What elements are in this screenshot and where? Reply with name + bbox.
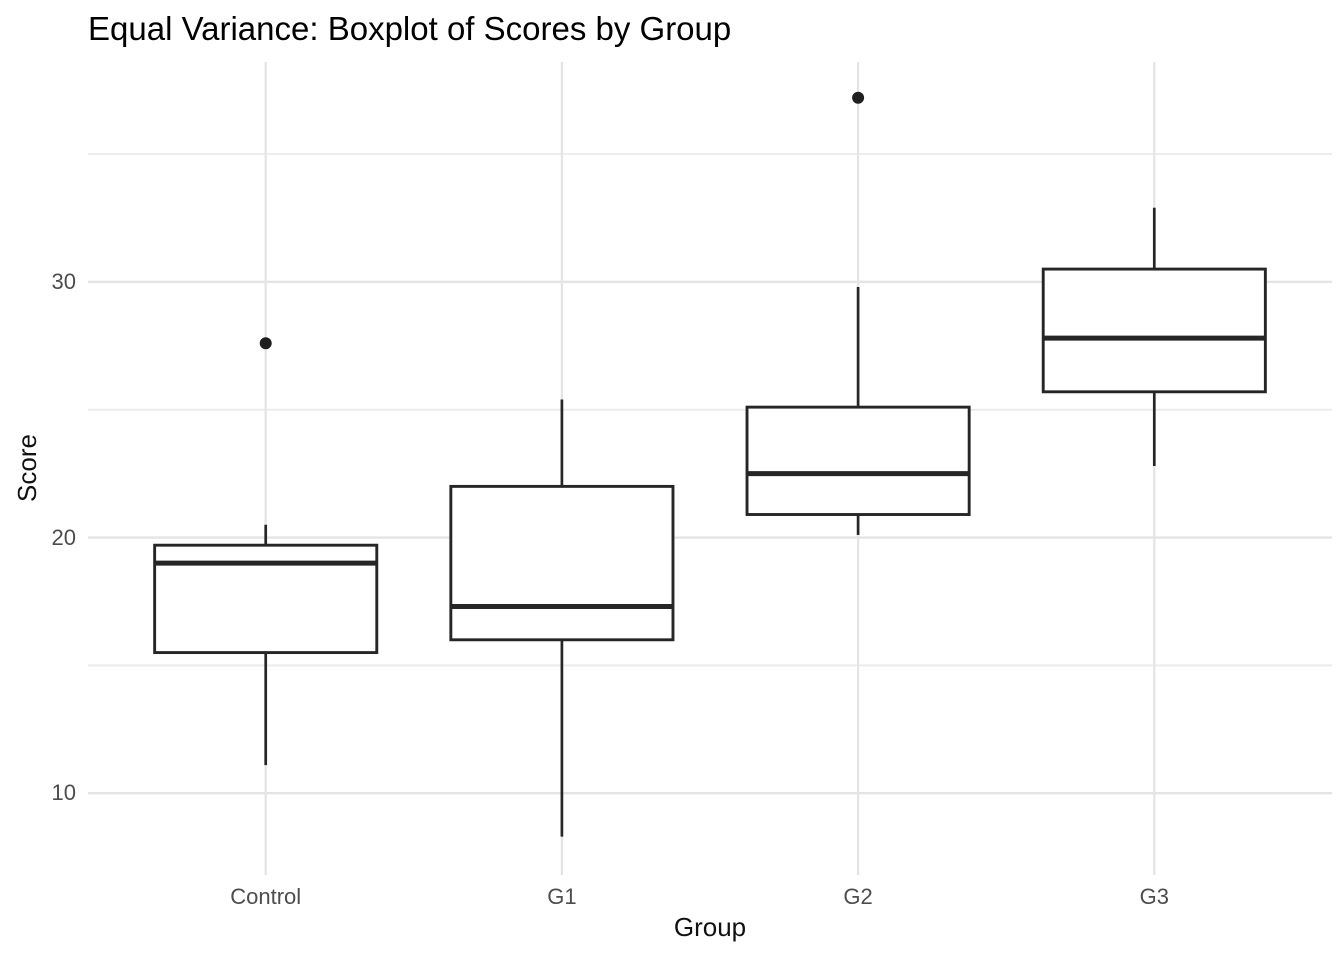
x-axis-title: Group: [673, 912, 747, 942]
boxplot-canvas: [88, 62, 1332, 875]
x-tick-label: G2: [843, 884, 873, 909]
y-tick-label: 30: [51, 268, 76, 294]
outlier-point: [852, 91, 865, 104]
x-tick-label: G1: [547, 884, 577, 909]
x-tick-label: G3: [1139, 884, 1169, 909]
plot-panel: [88, 62, 1332, 875]
boxplot-box: [1041, 267, 1267, 394]
y-axis-title: Score: [12, 434, 42, 502]
y-tick-label: 20: [51, 524, 76, 550]
boxplot-box: [449, 484, 675, 642]
chart-title: Equal Variance: Boxplot of Scores by Gro…: [88, 10, 732, 47]
outlier-point: [259, 337, 272, 350]
x-tick-label: Control: [230, 884, 302, 909]
boxplot-box: [745, 405, 971, 516]
y-tick-label: 10: [51, 780, 76, 806]
